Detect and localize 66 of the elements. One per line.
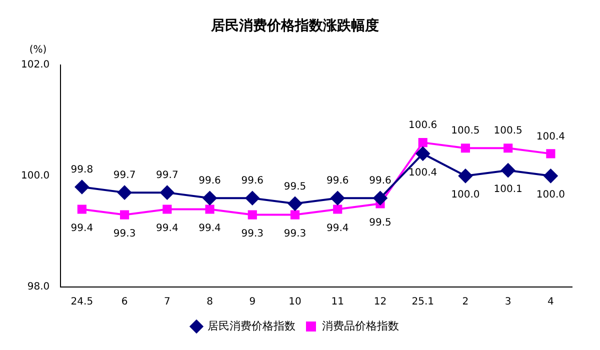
x-tick-label: 4	[548, 296, 554, 308]
point	[202, 191, 217, 206]
x-tick-label: 12	[374, 296, 387, 308]
point	[205, 204, 214, 214]
point	[544, 168, 558, 183]
chart-title: 居民消费价格指数涨跌幅度	[210, 17, 379, 34]
legend-label: 居民消费价格指数	[208, 319, 296, 332]
x-tick-label: 9	[249, 296, 256, 308]
data-label: 99.4	[326, 222, 349, 234]
x-tick-label: 11	[331, 296, 344, 308]
legend-label: 消费品价格指数	[322, 319, 399, 332]
data-label: 99.6	[369, 176, 392, 187]
data-label: 100.5	[451, 126, 480, 137]
data-label: 100.0	[536, 189, 566, 200]
data-label: 100.4	[536, 131, 566, 142]
y-axis-title: (%)	[29, 44, 47, 56]
point	[373, 191, 388, 206]
point	[418, 138, 428, 148]
data-label: 99.7	[113, 170, 136, 182]
data-label: 99.4	[156, 222, 178, 234]
data-label: 99.4	[70, 222, 94, 234]
x-tick-label: 7	[164, 296, 170, 308]
point	[460, 144, 470, 153]
point	[160, 186, 174, 200]
x-tick-label: 10	[288, 296, 302, 308]
point	[162, 204, 172, 214]
data-label: 99.4	[198, 222, 221, 234]
point	[501, 163, 516, 178]
data-label: 100.1	[494, 184, 522, 195]
point	[546, 149, 556, 158]
data-label: 100.6	[408, 120, 438, 132]
point	[504, 144, 513, 153]
data-label: 100.5	[494, 126, 522, 137]
data-label: 100.0	[451, 189, 480, 200]
x-tick-label: 25.1	[412, 296, 434, 308]
point	[288, 196, 302, 211]
x-tick-label: 6	[121, 296, 128, 308]
data-label: 99.3	[284, 228, 306, 240]
point	[330, 191, 345, 206]
data-label: 99.3	[113, 228, 136, 240]
x-tick-label: 2	[462, 296, 469, 308]
data-label: 99.3	[241, 228, 264, 240]
y-tick-label: 98.0	[27, 282, 50, 293]
y-tick-label: 102.0	[20, 59, 50, 70]
x-tick-label: 3	[504, 296, 512, 308]
x-tick-label: 24.5	[70, 296, 94, 308]
data-label: 100.4	[408, 167, 438, 178]
y-tick-label: 100.0	[20, 170, 50, 182]
point	[120, 210, 130, 220]
data-label: 99.6	[198, 176, 221, 187]
point	[245, 191, 260, 206]
x-tick-label: 8	[206, 296, 213, 308]
data-label: 99.6	[326, 176, 349, 187]
point	[77, 204, 86, 214]
point	[248, 210, 257, 220]
data-label: 99.8	[70, 164, 94, 176]
point	[458, 168, 472, 183]
data-label: 99.5	[369, 217, 392, 228]
data-label: 99.6	[241, 176, 264, 187]
data-label: 99.5	[284, 181, 306, 192]
point	[416, 146, 430, 161]
point	[74, 180, 89, 194]
point	[333, 204, 342, 214]
point	[118, 186, 132, 200]
data-label: 99.7	[156, 170, 178, 182]
point	[290, 210, 300, 220]
